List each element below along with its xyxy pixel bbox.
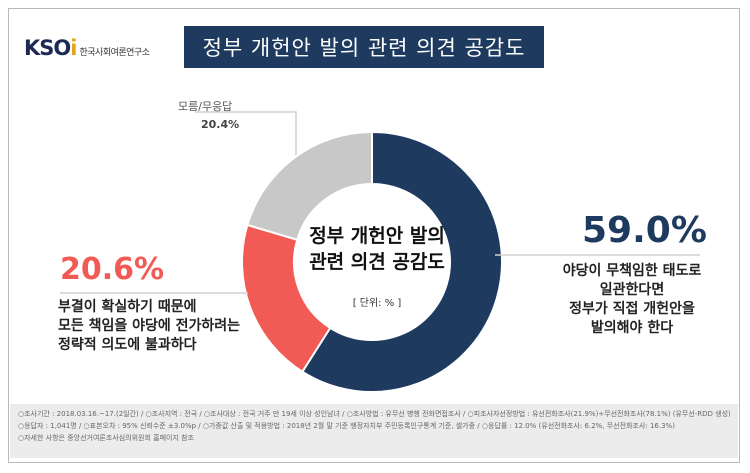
slice-dk <box>246 130 373 242</box>
unit-label: [ 단위: % ] <box>352 298 402 309</box>
slice-yes <box>300 130 503 393</box>
desc-yes: 야당이 무책임한 태도로 일관한다면 정부가 직접 개헌안을 발의해야 한다 <box>562 263 702 336</box>
survey-footnote: ○조사기간 : 2018.03.16.~17.(2일간) / ○조사지역 : 전… <box>10 404 738 458</box>
chart-title: 정부 개헌안 발의 관련 의견 공감도 <box>184 26 544 68</box>
value-no: 20.6% <box>60 252 165 287</box>
logo-mark: KSOi <box>24 36 77 60</box>
leader-line-dk <box>195 111 297 155</box>
ksoi-logo: KSOi 한국사회여론연구소 <box>24 36 150 60</box>
value-dk: 20.4% <box>201 118 240 131</box>
label-dk: 모름/무응답 <box>178 100 233 113</box>
value-yes: 59.0% <box>582 210 707 251</box>
desc-no: 부결이 확실하기 때문에 모든 책임을 야당에 전가하려는 정략적 의도에 불과… <box>58 299 241 353</box>
logo-subtitle: 한국사회여론연구소 <box>79 48 150 58</box>
center-title: 정부 개헌안 발의 관련 의견 공감도 <box>309 225 445 273</box>
